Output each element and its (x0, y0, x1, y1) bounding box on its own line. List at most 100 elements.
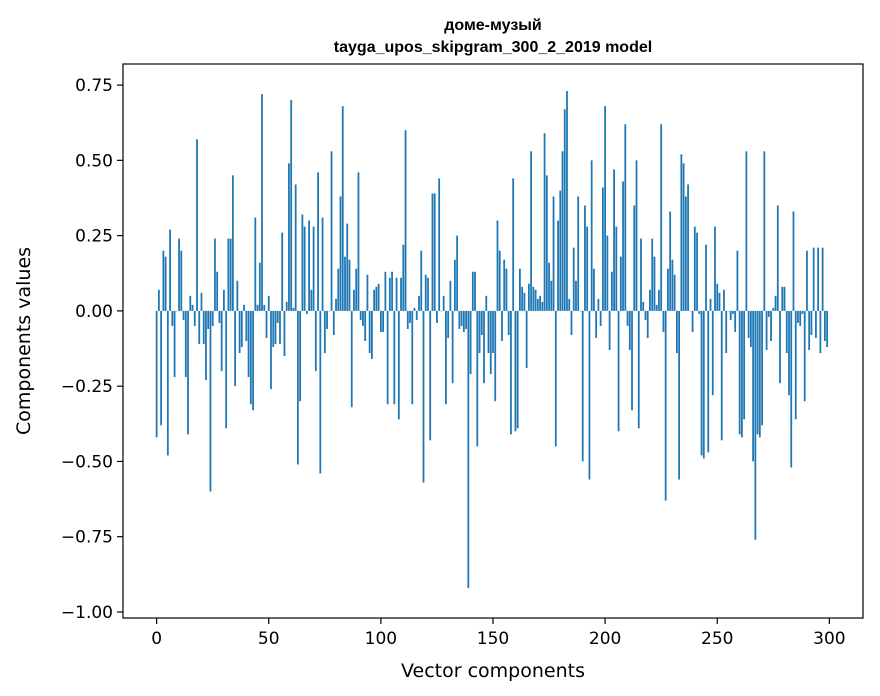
bar-192 (586, 226, 589, 311)
bar-241 (696, 232, 698, 311)
bar-280 (783, 286, 786, 311)
bar-98 (375, 286, 378, 311)
bar-194 (590, 160, 593, 311)
bar-96 (371, 310, 373, 360)
bar-83 (341, 106, 344, 311)
bar-48 (263, 304, 266, 311)
bar-206 (617, 310, 620, 432)
bar-182 (563, 109, 566, 311)
bar-140 (469, 310, 472, 375)
bar-92 (362, 310, 364, 326)
bar-183 (566, 91, 568, 311)
bar-199 (601, 187, 604, 311)
bar-1 (157, 289, 160, 311)
bar-251 (718, 292, 721, 311)
bar-214 (635, 160, 638, 311)
bar-291 (808, 310, 811, 351)
bar-249 (714, 226, 716, 311)
bar-212 (631, 310, 633, 411)
bar-80 (335, 298, 337, 311)
x-axis-ticks: 0 50 100 150 200 250 300 (151, 618, 846, 649)
bar-61 (292, 307, 295, 311)
bar-122 (429, 310, 432, 441)
x-tick-label: 300 (813, 629, 845, 649)
bar-168 (532, 286, 535, 311)
bar-190 (581, 310, 584, 462)
bar-101 (382, 310, 385, 332)
bar-200 (604, 106, 607, 311)
bar-35 (234, 310, 237, 387)
bar-63 (297, 310, 299, 465)
bar-62 (294, 184, 297, 311)
bar-142 (474, 271, 476, 311)
bar-20 (200, 292, 203, 311)
bar-298 (823, 310, 826, 341)
bar-100 (379, 310, 382, 332)
bar-250 (716, 283, 719, 311)
x-tick-label: 50 (258, 629, 280, 649)
bar-36 (236, 280, 239, 311)
bar-150 (492, 310, 494, 354)
bar-246 (707, 310, 710, 453)
x-axis-label: Vector components (401, 660, 585, 682)
bar-277 (776, 205, 779, 311)
bar-286 (797, 310, 799, 323)
bar-284 (792, 211, 795, 311)
bar-179 (557, 220, 559, 311)
bar-177 (552, 196, 555, 311)
bar-293 (812, 247, 815, 311)
bar-253 (723, 289, 725, 311)
bar-167 (530, 151, 533, 311)
bar-40 (245, 310, 248, 341)
y-axis-label: Components values (13, 247, 35, 435)
bar-3 (162, 250, 165, 311)
bar-118 (420, 250, 423, 311)
bar-245 (705, 244, 707, 311)
y-tick-label: −0.50 (61, 452, 113, 472)
bar-217 (642, 301, 645, 311)
bar-160 (514, 310, 517, 432)
bar-135 (458, 310, 461, 329)
bar-47 (261, 94, 263, 311)
y-tick-label: 0.25 (75, 227, 113, 247)
bar-126 (438, 178, 441, 311)
bar-265 (749, 310, 752, 348)
bar-0 (155, 310, 158, 438)
bar-114 (411, 310, 414, 405)
bar-263 (745, 151, 748, 311)
bar-239 (691, 310, 694, 332)
bar-275 (772, 307, 775, 311)
bar-26 (214, 238, 216, 311)
bar-124 (433, 193, 436, 311)
bar-108 (397, 310, 400, 420)
chart-title: доме-музый (444, 17, 542, 34)
bar-147 (485, 295, 488, 311)
bar-227 (664, 310, 667, 501)
bar-269 (758, 310, 761, 438)
bar-56 (281, 232, 284, 311)
bar-74 (321, 217, 324, 311)
bar-171 (539, 295, 541, 311)
bar-211 (628, 310, 631, 351)
bar-79 (332, 310, 335, 335)
bar-234 (680, 154, 683, 311)
bar-170 (536, 298, 539, 311)
bar-110 (402, 244, 405, 311)
bar-22 (205, 310, 207, 381)
bar-266 (752, 310, 755, 462)
bar-281 (785, 310, 788, 354)
bar-256 (729, 310, 732, 320)
bar-103 (386, 310, 389, 405)
bar-45 (256, 304, 259, 311)
bar-4 (164, 256, 167, 311)
bar-181 (561, 151, 564, 311)
bar-169 (534, 289, 537, 311)
bar-204 (613, 169, 615, 311)
bar-174 (545, 175, 548, 311)
bar-231 (673, 274, 676, 311)
bar-11 (180, 250, 183, 311)
bar-94 (366, 274, 369, 311)
bar-145 (480, 310, 483, 335)
bar-78 (330, 151, 333, 311)
bar-68 (308, 220, 311, 311)
